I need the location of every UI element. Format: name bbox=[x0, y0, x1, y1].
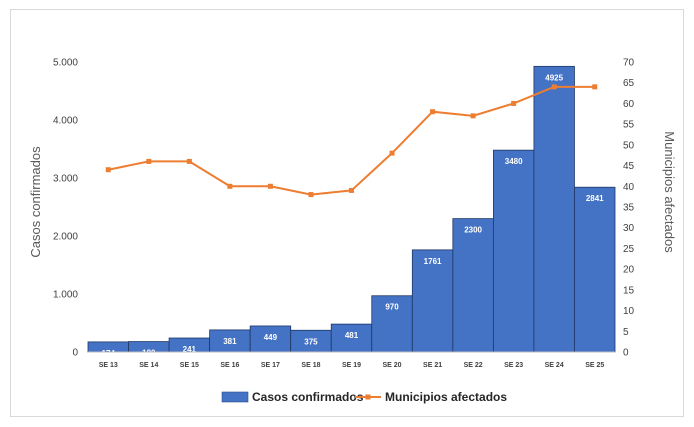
y-right-tick-label: 20 bbox=[623, 265, 635, 276]
legend-swatch-casos bbox=[221, 391, 249, 403]
y-left-tick-label: 1.000 bbox=[53, 290, 78, 301]
bar-data-label: 2300 bbox=[464, 226, 482, 235]
bar-se-22 bbox=[452, 218, 494, 353]
municipios-point bbox=[267, 183, 273, 189]
x-tick-label: SE 14 bbox=[139, 362, 158, 369]
y-left-tick-label: 0 bbox=[72, 348, 78, 359]
y-right-tick-label: 0 bbox=[623, 348, 629, 359]
x-tick-label: SE 15 bbox=[180, 362, 199, 369]
y-right-tick-label: 60 bbox=[623, 99, 635, 110]
bar-data-label: 4925 bbox=[545, 73, 563, 82]
bar-data-label: 174 bbox=[102, 349, 116, 358]
municipios-point bbox=[227, 183, 233, 189]
bar-se-23 bbox=[492, 149, 535, 353]
municipios-point bbox=[551, 84, 557, 90]
y-left-axis-title: Casos confirmados bbox=[28, 146, 43, 258]
y-right-tick-label: 55 bbox=[623, 120, 635, 131]
y-right-tick-label: 50 bbox=[623, 140, 635, 151]
bar-data-label: 970 bbox=[385, 303, 399, 312]
bar-data-label: 2841 bbox=[586, 194, 604, 203]
bar-data-label: 375 bbox=[304, 337, 318, 346]
x-tick-label: SE 17 bbox=[261, 362, 280, 369]
y-right-axis-title: Municipios afectados bbox=[662, 131, 677, 253]
x-tick-label: SE 25 bbox=[585, 362, 604, 369]
legend: Casos confirmados Municipios afectados bbox=[221, 390, 507, 404]
municipios-point bbox=[146, 158, 152, 164]
y-right-tick-label: 30 bbox=[623, 223, 635, 234]
municipios-point bbox=[470, 113, 476, 119]
municipios-point bbox=[349, 187, 354, 193]
y-right-tick-label: 65 bbox=[623, 78, 635, 89]
municipios-point bbox=[389, 150, 395, 156]
x-tick-label: SE 23 bbox=[504, 362, 523, 369]
legend-swatch-municipios-marker bbox=[365, 394, 371, 400]
municipios-point bbox=[308, 192, 314, 198]
y-right-tick-label: 70 bbox=[623, 58, 635, 69]
bar-data-label: 381 bbox=[223, 337, 237, 346]
bar-data-label: 449 bbox=[264, 333, 278, 342]
bar-se-17 bbox=[249, 325, 292, 353]
y-right-tick-label: 25 bbox=[623, 244, 635, 255]
bar-data-label: 241 bbox=[183, 345, 197, 354]
bar-data-label: 481 bbox=[345, 331, 359, 340]
y-left-tick-label: 4.000 bbox=[53, 116, 78, 127]
y-right-tick-label: 40 bbox=[623, 182, 635, 193]
x-tick-label: SE 24 bbox=[545, 362, 564, 369]
legend-label-municipios: Municipios afectados bbox=[385, 390, 507, 404]
municipios-point bbox=[186, 158, 192, 164]
bar-series bbox=[87, 65, 616, 353]
bar-se-21 bbox=[411, 249, 454, 353]
x-tick-label: SE 20 bbox=[382, 362, 401, 369]
municipios-point bbox=[430, 109, 436, 115]
x-tick-label: SE 16 bbox=[220, 362, 239, 369]
x-tick-label: SE 22 bbox=[464, 362, 483, 369]
x-tick-label: SE 18 bbox=[301, 362, 320, 369]
axes: 0 1.000 2.000 3.000 4.000 5.000 0 5 10 15 20 25 30 35… bbox=[53, 58, 635, 370]
bar-se-24 bbox=[533, 65, 575, 353]
y-right-tick-label: 15 bbox=[623, 285, 635, 296]
municipios-point bbox=[105, 167, 111, 173]
x-tick-label: SE 21 bbox=[423, 362, 442, 369]
municipios-point bbox=[592, 84, 598, 90]
y-right-tick-label: 35 bbox=[623, 203, 635, 214]
bar-data-label: 1761 bbox=[424, 257, 442, 266]
y-left-tick-label: 5.000 bbox=[53, 58, 78, 69]
y-left-tick-label: 3.000 bbox=[53, 174, 78, 185]
x-tick-label: SE 19 bbox=[342, 362, 361, 369]
x-tick-label: SE 13 bbox=[99, 362, 118, 369]
bar-data-label: 3480 bbox=[505, 157, 523, 166]
y-right-tick-label: 10 bbox=[623, 306, 635, 317]
legend-label-casos: Casos confirmados bbox=[252, 390, 364, 404]
line-series bbox=[105, 84, 598, 198]
bar-data-labels: 174 180 241 381 449 375 481 970 1761 2300 3480 4925… bbox=[102, 73, 605, 358]
y-right-tick-label: 45 bbox=[623, 161, 635, 172]
municipios-point bbox=[511, 100, 517, 106]
y-right-tick-label: 5 bbox=[623, 327, 629, 338]
bar-se-25 bbox=[574, 186, 616, 353]
bar-data-label: 180 bbox=[142, 349, 156, 358]
y-left-tick-label: 2.000 bbox=[53, 232, 78, 243]
